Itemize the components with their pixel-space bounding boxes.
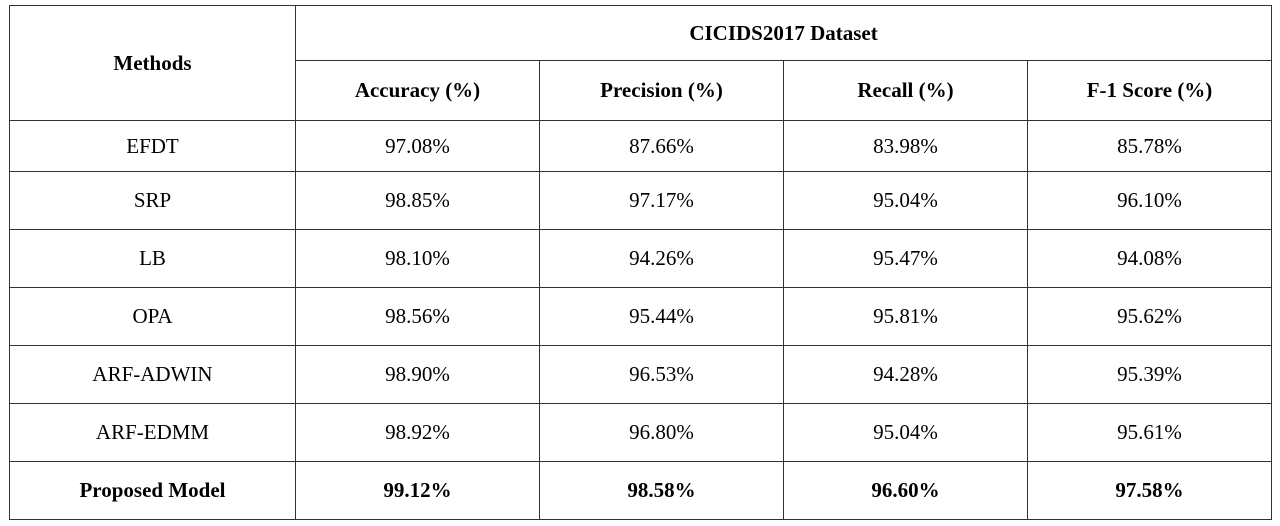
table-row: EFDT 97.08% 87.66% 83.98% 85.78% [9,120,1273,172]
methods-header: Methods [9,5,296,121]
table-row: LB 98.10% 94.26% 95.47% 94.08% [9,229,1273,288]
recall-cell: 83.98% [783,120,1028,172]
dataset-header: CICIDS2017 Dataset [294,5,1273,61]
recall-cell: 95.47% [783,229,1028,288]
accuracy-cell: 98.85% [295,171,540,230]
column-header-precision: Precision (%) [539,60,784,121]
accuracy-cell: 98.90% [295,345,540,404]
table-header-row-1: Methods CICIDS2017 Dataset [9,5,1273,121]
method-cell: LB [9,229,296,288]
column-header-accuracy: Accuracy (%) [295,60,540,121]
method-cell: SRP [9,171,296,230]
f1-score-cell: 95.39% [1026,345,1273,404]
accuracy-cell: 97.08% [295,120,540,172]
f1-score-cell: 96.10% [1026,171,1273,230]
accuracy-cell: 98.56% [295,287,540,346]
recall-cell: 95.81% [783,287,1028,346]
recall-cell: 95.04% [783,171,1028,230]
recall-cell: 94.28% [783,345,1028,404]
f1-score-cell: 95.62% [1026,287,1273,346]
column-header-f1-score: F-1 Score (%) [1026,60,1273,121]
precision-cell: 98.58% [539,461,784,520]
precision-cell: 96.53% [539,345,784,404]
method-cell: ARF-EDMM [9,403,296,462]
column-header-recall: Recall (%) [783,60,1028,121]
table-row: ARF-ADWIN 98.90% 96.53% 94.28% 95.39% [9,345,1273,404]
f1-score-cell: 97.58% [1026,461,1273,520]
results-table: Methods CICIDS2017 Dataset Accuracy (%) … [9,5,1273,520]
recall-cell: 95.04% [783,403,1028,462]
accuracy-cell: 99.12% [295,461,540,520]
accuracy-cell: 98.92% [295,403,540,462]
method-cell: OPA [9,287,296,346]
method-cell: Proposed Model [9,461,296,520]
precision-cell: 97.17% [539,171,784,230]
table-row: ARF-EDMM 98.92% 96.80% 95.04% 95.61% [9,403,1273,462]
recall-cell: 96.60% [783,461,1028,520]
precision-cell: 94.26% [539,229,784,288]
f1-score-cell: 94.08% [1026,229,1273,288]
f1-score-cell: 85.78% [1026,120,1273,172]
precision-cell: 95.44% [539,287,784,346]
precision-cell: 96.80% [539,403,784,462]
table-row: OPA 98.56% 95.44% 95.81% 95.62% [9,287,1273,346]
table-row: SRP 98.85% 97.17% 95.04% 96.10% [9,171,1273,230]
precision-cell: 87.66% [539,120,784,172]
table-row-proposed-model: Proposed Model 99.12% 98.58% 96.60% 97.5… [9,461,1273,520]
accuracy-cell: 98.10% [295,229,540,288]
method-cell: ARF-ADWIN [9,345,296,404]
f1-score-cell: 95.61% [1026,403,1273,462]
method-cell: EFDT [9,120,296,172]
